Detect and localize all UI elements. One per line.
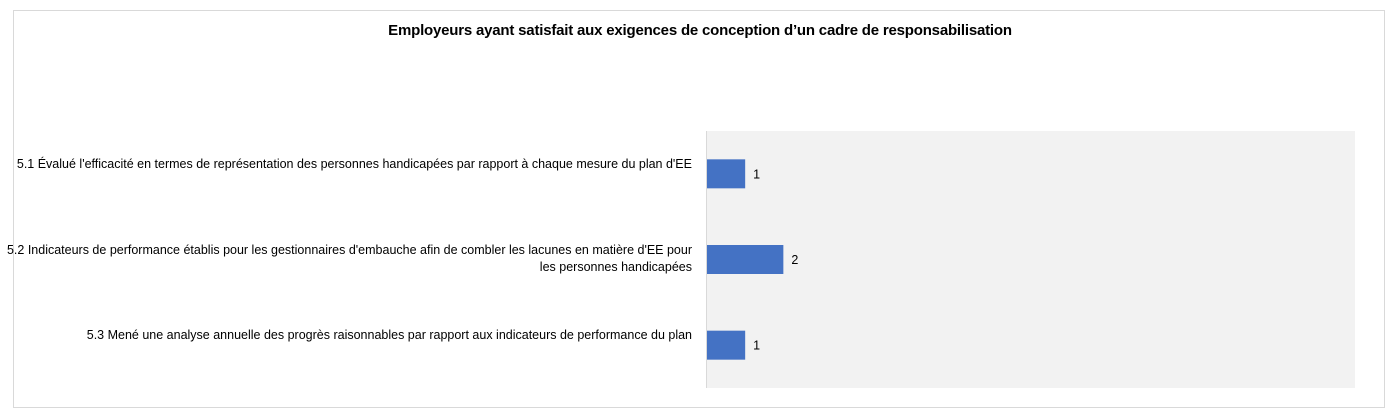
bar-3: [707, 330, 746, 360]
bars-layer: 1 2 1: [707, 159, 798, 360]
bar-1: [707, 159, 746, 189]
data-label-1: 1: [753, 167, 760, 181]
data-label-2: 2: [791, 253, 798, 267]
chart-title: Employeurs ayant satisfait aux exigences…: [388, 22, 1012, 39]
category-label-5-2: 5.2 Indicateurs de performance établis p…: [6, 243, 692, 274]
plot-area: [706, 131, 1355, 388]
bar-2: [707, 245, 784, 274]
category-label-5-3: 5.3 Mené une analyse annuelle des progrè…: [86, 328, 692, 342]
category-label-5-1: 5.1 Évalué l'efficacité en termes de rep…: [16, 157, 692, 171]
data-label-3: 1: [753, 339, 760, 353]
